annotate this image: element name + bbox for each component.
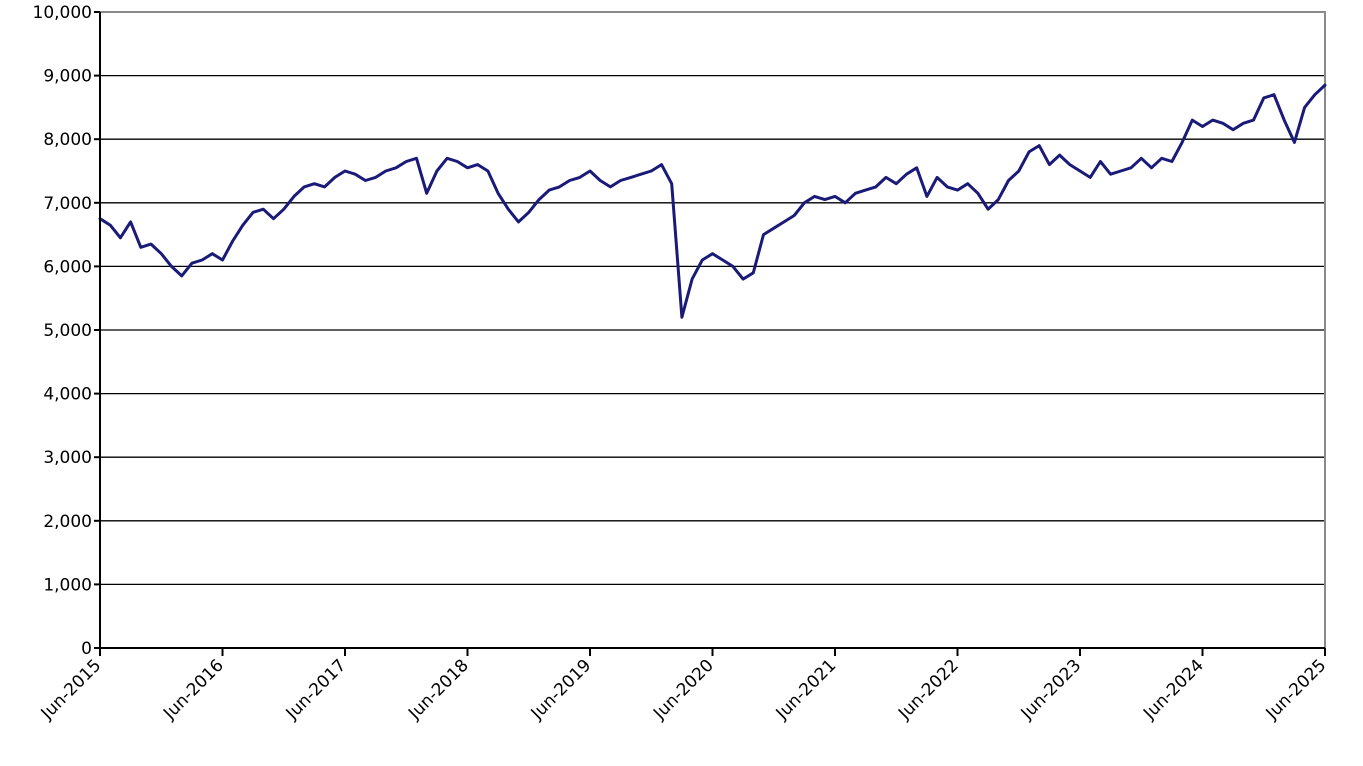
x-tick-label-6: Jun-2021 (772, 656, 841, 725)
y-tick-label-3000: 3,000 (43, 448, 92, 468)
y-tick-label-9000: 9,000 (43, 67, 92, 87)
x-tick-labels: Jun-2015 Jun-2016 Jun-2017 Jun-2018 Jun-2019… (37, 648, 1331, 725)
x-tick-label-7: Jun-2022 (894, 656, 963, 725)
x-tick-label-10: Jun-2025 (1262, 656, 1331, 725)
y-tick-label-8000: 8,000 (43, 130, 92, 150)
x-tick-label-3: Jun-2018 (404, 656, 473, 725)
y-tick-label-4000: 4,000 (43, 385, 92, 405)
series-group (98, 83, 1327, 319)
y-tick-labels: 0 1,000 2,000 3,000 4,000 5,000 6,000 7,000 8,00… (33, 3, 100, 659)
y-tick-label-0: 0 (81, 639, 92, 659)
x-tick-label-5: Jun-2020 (649, 656, 718, 725)
x-tick-label-4: Jun-2019 (527, 656, 596, 725)
y-tick-label-10000: 10,000 (33, 3, 92, 23)
series-line-0 (98, 83, 1327, 319)
x-tick-label-9: Jun-2024 (1139, 656, 1208, 725)
y-tick-label-5000: 5,000 (43, 321, 92, 341)
x-tick-label-1: Jun-2016 (159, 656, 228, 725)
x-tick-label-0: Jun-2015 (37, 656, 106, 725)
x-tick-label-2: Jun-2017 (282, 656, 351, 725)
gridlines (100, 74, 1325, 586)
y-tick-label-6000: 6,000 (43, 257, 92, 277)
y-tick-label-7000: 7,000 (43, 194, 92, 214)
y-tick-label-1000: 1,000 (43, 575, 92, 595)
x-tick-label-8: Jun-2023 (1017, 656, 1086, 725)
y-tick-label-2000: 2,000 (43, 512, 92, 532)
